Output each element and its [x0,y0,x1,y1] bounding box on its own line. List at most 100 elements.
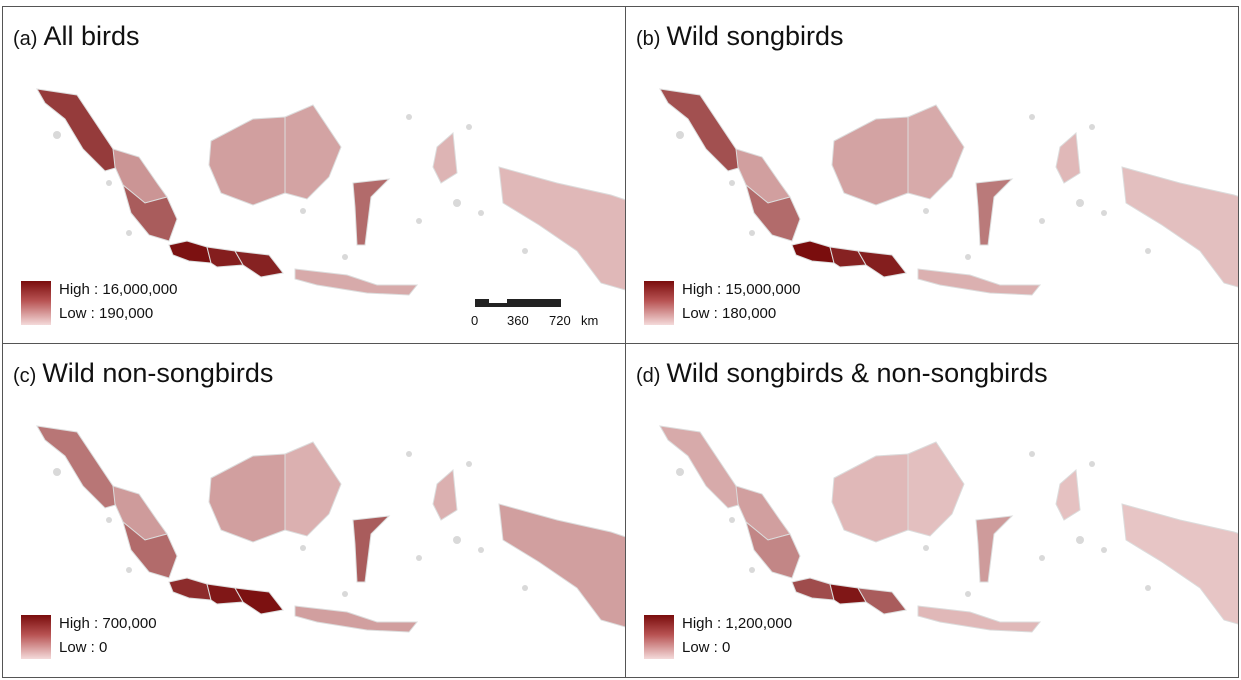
region-mol [1055,468,1081,521]
region-mol [1055,131,1081,184]
small-island [1101,210,1107,216]
panel-name-b: Wild songbirds [666,21,844,51]
scale-label-720: 720 [549,313,571,328]
region-mol [432,131,458,184]
small-island [965,254,971,260]
small-island [106,180,112,186]
small-island [676,131,684,139]
region-java-c [829,583,867,605]
region-sum-s [122,520,178,579]
small-island [453,536,461,544]
map-a [36,88,625,296]
scale-bar: 0 360 720 km [465,297,598,333]
region-java-e [857,250,907,278]
panel-letter-c: (c) [13,365,37,387]
small-island [126,567,132,573]
region-nt [917,268,1042,296]
panel-letter-b: (b) [636,28,661,50]
legend-low-d: Low : 0 [682,639,731,656]
region-bor-e [284,104,342,200]
small-island [466,124,472,130]
legend-d: High : 1,200,000 Low : 0 [644,615,844,661]
color-ramp-b [644,281,674,325]
small-island [1089,461,1095,467]
scale-label-0: 0 [471,313,479,328]
small-island [466,461,472,467]
small-island [1076,199,1084,207]
small-island [53,468,61,476]
region-bor-e [284,441,342,537]
small-island [406,451,412,457]
region-sum-n [36,88,120,172]
small-island [676,468,684,476]
region-java-w [168,577,212,601]
region-sum-c [112,485,168,541]
legend-low-a: Low : 190,000 [59,305,154,322]
legend-high-b: High : 15,000,000 [682,281,801,298]
region-sum-n [659,425,743,509]
color-ramp-a [21,281,51,325]
small-island [749,567,755,573]
panel-name-c: Wild non-songbirds [42,358,274,388]
legend-b: High : 15,000,000 Low : 180,000 [644,281,844,327]
color-ramp-c [21,615,51,659]
region-pap [498,166,625,291]
region-pap [1121,166,1238,288]
small-island [729,517,735,523]
small-island [1039,555,1045,561]
small-island [1076,536,1084,544]
map-c [36,425,625,633]
small-island [342,591,348,597]
small-island [522,585,528,591]
region-java-w [168,240,212,264]
region-java-w [791,577,835,601]
legend-high-c: High : 700,000 [59,615,157,632]
panel-letter-d: (d) [636,365,661,387]
region-java-e [234,250,284,278]
region-nt [917,605,1042,633]
small-island [1145,585,1151,591]
small-island [53,131,61,139]
region-java-w [791,240,835,264]
small-island [1029,451,1035,457]
small-island [406,114,412,120]
region-sum-n [36,425,120,509]
region-bor-w [831,453,909,543]
scale-bar-segment [489,299,507,303]
region-bor-w [208,116,286,206]
region-sul [352,178,391,246]
scale-bar-line [475,299,561,307]
small-island [416,218,422,224]
region-sum-c [735,485,791,541]
legend-high-a: High : 16,000,000 [59,281,178,298]
small-island [416,555,422,561]
legend-low-c: Low : 0 [59,639,108,656]
region-pap [1121,503,1238,625]
small-island [126,230,132,236]
scale-label-360: 360 [507,313,529,328]
panel-b: (b) Wild songbirds High : 15,000,000 Low … [625,6,1239,344]
small-island [300,208,306,214]
region-java-e [857,587,907,615]
legend-high-d: High : 1,200,000 [682,615,793,632]
small-island [729,180,735,186]
panel-title-c: (c) Wild non-songbirds [13,358,273,389]
region-nt [294,605,419,633]
region-nt [294,268,419,296]
small-island [478,547,484,553]
region-sum-n [659,88,743,172]
color-ramp-d [644,615,674,659]
small-island [1145,248,1151,254]
legend-a: High : 16,000,000 Low : 190,000 [21,281,221,327]
region-bor-e [907,441,965,537]
region-bor-e [907,104,965,200]
panel-name-d: Wild songbirds & non-songbirds [666,358,1048,388]
region-sum-s [122,183,178,242]
region-java-c [829,246,867,268]
region-java-c [206,583,244,605]
panel-title-b: (b) Wild songbirds [636,21,844,52]
region-sul [352,515,391,583]
region-bor-w [831,116,909,206]
region-bor-w [208,453,286,543]
